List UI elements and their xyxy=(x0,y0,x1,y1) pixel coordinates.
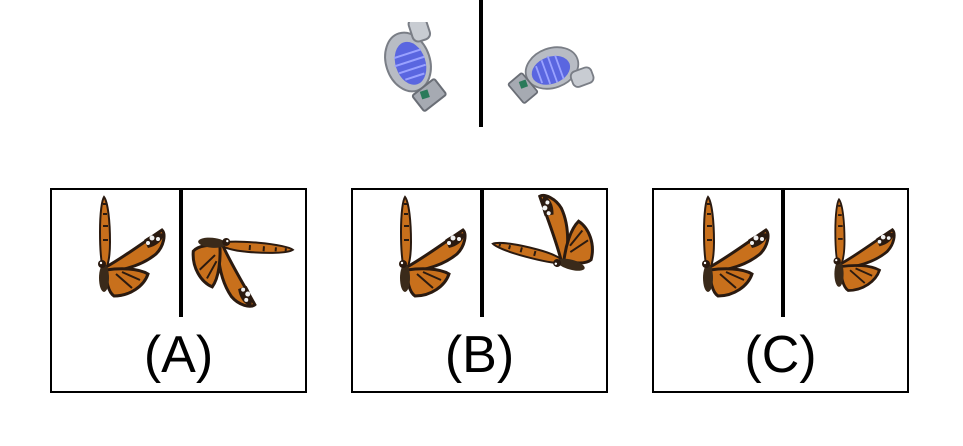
option-a[interactable]: (A) xyxy=(50,188,307,393)
butterfly-image xyxy=(700,195,770,298)
butterfly-image xyxy=(832,198,896,292)
option-c-right xyxy=(785,190,912,317)
butterfly-image xyxy=(489,190,606,277)
option-a-label: (A) xyxy=(143,326,214,384)
option-b-divider xyxy=(480,190,484,317)
option-a-divider xyxy=(179,190,183,317)
butterfly-image xyxy=(187,233,295,312)
reference-object-right xyxy=(500,36,596,110)
option-c[interactable]: (C) xyxy=(652,188,909,393)
option-c-divider xyxy=(781,190,785,317)
option-a-left xyxy=(52,190,179,317)
butterfly-image xyxy=(397,195,467,298)
option-b-left xyxy=(353,190,480,317)
option-c-left xyxy=(654,190,781,317)
reference-divider xyxy=(479,0,483,127)
option-b-right xyxy=(484,190,611,317)
butterfly-image xyxy=(96,195,166,298)
reference-object-left xyxy=(373,22,454,112)
option-b[interactable]: (B) xyxy=(351,188,608,393)
option-b-label: (B) xyxy=(444,326,515,384)
option-c-label: (C) xyxy=(744,326,817,384)
option-a-right xyxy=(183,190,310,317)
